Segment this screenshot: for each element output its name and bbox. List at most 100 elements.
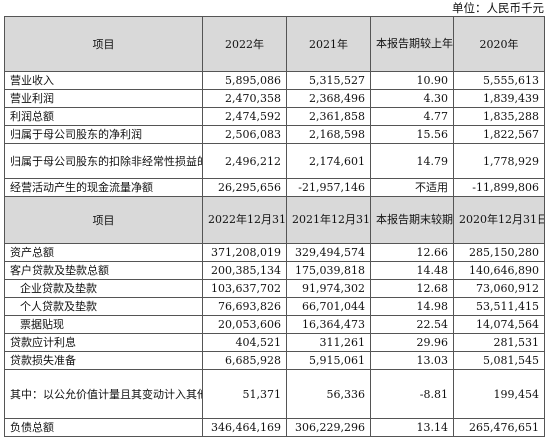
row-label: 负债总额	[4, 418, 203, 437]
cell-2020: 5,081,545	[453, 351, 545, 370]
cell-2021: 5,315,527	[286, 71, 371, 90]
row-label: 资产总额	[4, 243, 203, 262]
cell-2021: 56,336	[286, 369, 371, 419]
cell-2020: 1,835,288	[453, 107, 545, 126]
table-row: 企业贷款及垫款 103,637,702 91,974,302 12.68 73,…	[4, 279, 545, 298]
table-row: 贷款损失准备 6,685,928 5,915,061 13.03 5,081,5…	[4, 351, 545, 370]
row-label: 利润总额	[4, 107, 203, 126]
cell-change: 22.54	[370, 315, 454, 334]
row-label: 票据贴现	[4, 315, 203, 334]
cell-2021: 175,039,818	[286, 261, 371, 280]
cell-2021: 306,229,296	[286, 418, 371, 437]
cell-2021: 2,361,858	[286, 107, 371, 126]
cell-change: 14.48	[370, 261, 454, 280]
table-row: 归属于母公司股东的净利润 2,506,083 2,168,598 15.56 1…	[4, 125, 545, 144]
header-row-period-end: 项目 2022年12月31日 2021年12月31日 本报告期末较期初增减(%)…	[4, 196, 545, 244]
cell-2021: 329,494,574	[286, 243, 371, 262]
cell-2021: 66,701,044	[286, 297, 371, 316]
table-row: 营业利润 2,470,358 2,368,496 4.30 1,839,439	[4, 89, 545, 108]
cell-change: 13.14	[370, 418, 454, 437]
cell-change: 12.66	[370, 243, 454, 262]
cell-2021: 91,974,302	[286, 279, 371, 298]
header-2021-12-31: 2021年12月31日	[286, 196, 371, 244]
header-item: 项目	[4, 16, 203, 72]
cell-2020: 1,778,929	[453, 143, 545, 179]
financial-table: 项目 2022年 2021年 本报告期较上年同期增减(%) 2020年 营业收入…	[4, 16, 545, 437]
cell-2021: 2,174,601	[286, 143, 371, 179]
cell-change: -8.81	[370, 369, 454, 419]
unit-label: 单位：人民币千元	[452, 1, 544, 15]
cell-2020: 73,060,912	[453, 279, 545, 298]
row-label: 营业利润	[4, 89, 203, 108]
cell-2020: 1,839,439	[453, 89, 545, 108]
header-2021: 2021年	[286, 16, 371, 72]
cell-2021: 5,915,061	[286, 351, 371, 370]
cell-2020: 281,531	[453, 333, 545, 352]
cell-2020: 14,074,564	[453, 315, 545, 334]
table-row: 经营活动产生的现金流量净额 26,295,656 -21,957,146 不适用…	[4, 178, 545, 197]
cell-change: 不适用	[370, 178, 454, 197]
cell-2020: 1,822,567	[453, 125, 545, 144]
row-label: 经营活动产生的现金流量净额	[4, 178, 203, 197]
cell-change: 12.68	[370, 279, 454, 298]
row-label: 营业收入	[4, 71, 203, 90]
table-row: 票据贴现 20,053,606 16,364,473 22.54 14,074,…	[4, 315, 545, 334]
table-row: 其中：以公允价值计量且其变动计入其他综合收益的贷款损失准备 51,371 56,…	[4, 369, 545, 419]
header-change-yoy: 本报告期较上年同期增减(%)	[370, 16, 454, 72]
cell-2020: -11,899,806	[453, 178, 545, 197]
cell-2022: 2,496,212	[202, 143, 287, 179]
cell-change: 4.77	[370, 107, 454, 126]
cell-2021: 2,368,496	[286, 89, 371, 108]
table-row: 营业收入 5,895,086 5,315,527 10.90 5,555,613	[4, 71, 545, 90]
row-label: 归属于母公司股东的净利润	[4, 125, 203, 144]
cell-2022: 404,521	[202, 333, 287, 352]
row-label: 个人贷款及垫款	[4, 297, 203, 316]
row-label: 其中：以公允价值计量且其变动计入其他综合收益的贷款损失准备	[4, 369, 203, 419]
cell-change: 14.79	[370, 143, 454, 179]
cell-2021: -21,957,146	[286, 178, 371, 197]
header-2020: 2020年	[453, 16, 545, 72]
cell-2020: 5,555,613	[453, 71, 545, 90]
row-label: 客户贷款及垫款总额	[4, 261, 203, 280]
cell-change: 29.96	[370, 333, 454, 352]
header-change-period: 本报告期末较期初增减(%)	[370, 196, 454, 244]
table-row: 负债总额 346,464,169 306,229,296 13.14 265,4…	[4, 418, 545, 437]
cell-2022: 103,637,702	[202, 279, 287, 298]
cell-2021: 2,168,598	[286, 125, 371, 144]
cell-2020: 199,454	[453, 369, 545, 419]
cell-2022: 20,053,606	[202, 315, 287, 334]
cell-change: 13.03	[370, 351, 454, 370]
header-item: 项目	[4, 196, 203, 244]
cell-change: 4.30	[370, 89, 454, 108]
table-row: 利润总额 2,474,592 2,361,858 4.77 1,835,288	[4, 107, 545, 126]
cell-2022: 5,895,086	[202, 71, 287, 90]
cell-2022: 51,371	[202, 369, 287, 419]
header-2020-12-31: 2020年12月31日	[453, 196, 545, 244]
cell-2022: 2,506,083	[202, 125, 287, 144]
cell-2020: 265,476,651	[453, 418, 545, 437]
row-label: 贷款损失准备	[4, 351, 203, 370]
cell-2022: 2,474,592	[202, 107, 287, 126]
cell-2022: 26,295,656	[202, 178, 287, 197]
cell-change: 10.90	[370, 71, 454, 90]
table-row: 贷款应计利息 404,521 311,261 29.96 281,531	[4, 333, 545, 352]
table-row: 资产总额 371,208,019 329,494,574 12.66 285,1…	[4, 243, 545, 262]
cell-2022: 371,208,019	[202, 243, 287, 262]
cell-2022: 346,464,169	[202, 418, 287, 437]
cell-2020: 53,511,415	[453, 297, 545, 316]
cell-2021: 16,364,473	[286, 315, 371, 334]
cell-2022: 2,470,358	[202, 89, 287, 108]
row-label: 企业贷款及垫款	[4, 279, 203, 298]
table-row: 个人贷款及垫款 76,693,826 66,701,044 14.98 53,5…	[4, 297, 545, 316]
table-row: 客户贷款及垫款总额 200,385,134 175,039,818 14.48 …	[4, 261, 545, 280]
header-row-annual: 项目 2022年 2021年 本报告期较上年同期增减(%) 2020年	[4, 16, 545, 72]
cell-2022: 6,685,928	[202, 351, 287, 370]
header-2022: 2022年	[202, 16, 287, 72]
cell-2020: 140,646,890	[453, 261, 545, 280]
cell-change: 14.98	[370, 297, 454, 316]
row-label: 贷款应计利息	[4, 333, 203, 352]
cell-change: 15.56	[370, 125, 454, 144]
row-label: 归属于母公司股东的扣除非经常性损益的净利润	[4, 143, 203, 179]
table-row: 归属于母公司股东的扣除非经常性损益的净利润 2,496,212 2,174,60…	[4, 143, 545, 179]
cell-2021: 311,261	[286, 333, 371, 352]
